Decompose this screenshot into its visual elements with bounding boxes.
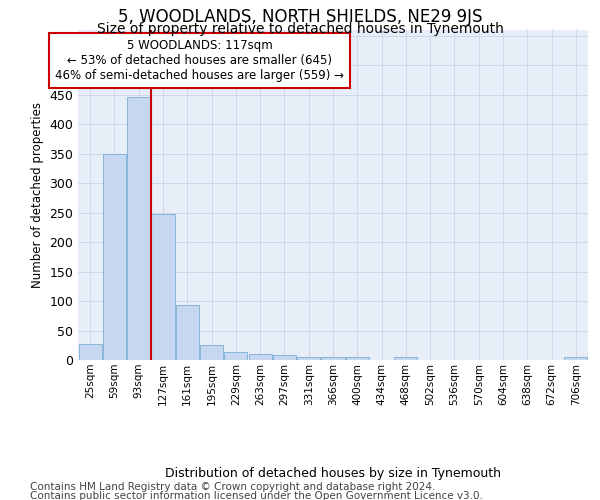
Bar: [322, 357, 344, 360]
Bar: [151, 214, 175, 360]
Bar: [103, 154, 126, 360]
Bar: [176, 305, 199, 360]
Bar: [297, 357, 320, 360]
Bar: [346, 357, 369, 360]
Bar: [200, 346, 223, 360]
Bar: [127, 96, 150, 360]
Text: 5, WOODLANDS, NORTH SHIELDS, NE29 9JS: 5, WOODLANDS, NORTH SHIELDS, NE29 9JS: [118, 8, 482, 26]
Text: Contains public sector information licensed under the Open Government Licence v3: Contains public sector information licen…: [30, 491, 483, 500]
Text: Contains HM Land Registry data © Crown copyright and database right 2024.: Contains HM Land Registry data © Crown c…: [30, 482, 436, 492]
Bar: [565, 357, 587, 360]
Bar: [248, 354, 272, 360]
X-axis label: Distribution of detached houses by size in Tynemouth: Distribution of detached houses by size …: [165, 468, 501, 480]
Y-axis label: Number of detached properties: Number of detached properties: [31, 102, 44, 288]
Bar: [224, 352, 247, 360]
Text: 5 WOODLANDS: 117sqm
← 53% of detached houses are smaller (645)
46% of semi-detac: 5 WOODLANDS: 117sqm ← 53% of detached ho…: [55, 39, 344, 82]
Bar: [273, 356, 296, 360]
Bar: [394, 357, 418, 360]
Text: Size of property relative to detached houses in Tynemouth: Size of property relative to detached ho…: [97, 22, 503, 36]
Bar: [79, 344, 101, 360]
